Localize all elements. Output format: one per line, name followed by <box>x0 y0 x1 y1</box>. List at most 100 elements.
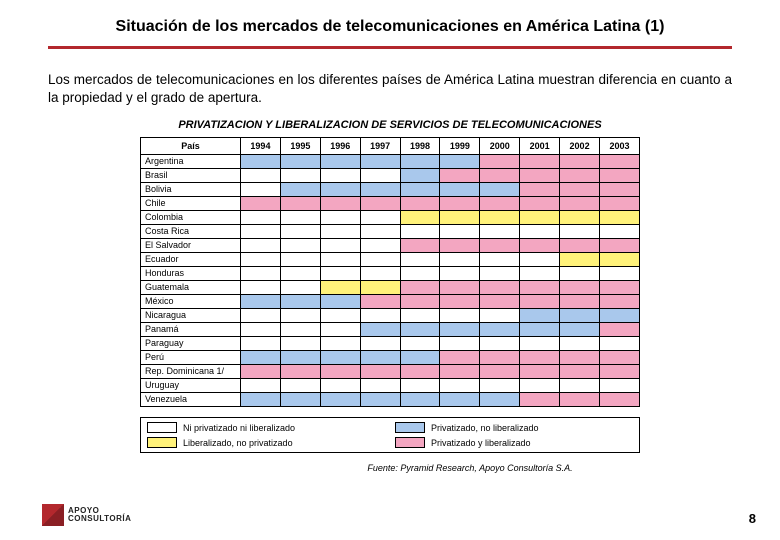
table-row: Costa Rica <box>141 225 640 239</box>
status-cell <box>600 309 640 323</box>
status-cell <box>360 225 400 239</box>
status-cell <box>400 337 440 351</box>
status-cell <box>560 183 600 197</box>
status-cell <box>400 379 440 393</box>
status-cell <box>560 351 600 365</box>
table-row: Colombia <box>141 211 640 225</box>
country-cell: Uruguay <box>141 379 241 393</box>
status-cell <box>520 197 560 211</box>
status-cell <box>520 211 560 225</box>
brand-logo-text: APOYO CONSULTORÍA <box>68 507 131 523</box>
table-row: Paraguay <box>141 337 640 351</box>
status-cell <box>400 281 440 295</box>
col-header-year: 1994 <box>241 138 281 155</box>
status-cell <box>360 393 400 407</box>
status-cell <box>520 225 560 239</box>
table-row: México <box>141 295 640 309</box>
table-row: Guatemala <box>141 281 640 295</box>
status-cell <box>520 323 560 337</box>
status-cell <box>600 267 640 281</box>
table-row: Rep. Dominicana 1/ <box>141 365 640 379</box>
status-cell <box>520 379 560 393</box>
status-cell <box>560 393 600 407</box>
status-cell <box>360 365 400 379</box>
status-cell <box>360 379 400 393</box>
status-cell <box>560 197 600 211</box>
legend-item: Ni privatizado ni liberalizado <box>147 422 385 433</box>
status-cell <box>280 323 320 337</box>
status-cell <box>320 351 360 365</box>
status-cell <box>440 197 480 211</box>
status-cell <box>600 295 640 309</box>
status-cell <box>480 211 520 225</box>
status-cell <box>440 267 480 281</box>
table-row: El Salvador <box>141 239 640 253</box>
brand-logo-mark <box>42 504 64 526</box>
status-cell <box>360 183 400 197</box>
status-cell <box>480 253 520 267</box>
status-cell <box>520 169 560 183</box>
table-row: Chile <box>141 197 640 211</box>
status-cell <box>520 295 560 309</box>
table-row: Venezuela <box>141 393 640 407</box>
status-cell <box>600 337 640 351</box>
status-cell <box>480 323 520 337</box>
status-cell <box>360 267 400 281</box>
status-cell <box>360 337 400 351</box>
status-cell <box>280 393 320 407</box>
status-cell <box>400 183 440 197</box>
status-cell <box>280 281 320 295</box>
status-cell <box>560 267 600 281</box>
status-cell <box>560 295 600 309</box>
status-cell <box>600 197 640 211</box>
status-cell <box>241 239 281 253</box>
status-cell <box>320 393 360 407</box>
col-header-year: 1995 <box>280 138 320 155</box>
status-cell <box>600 211 640 225</box>
status-cell <box>320 379 360 393</box>
status-cell <box>320 155 360 169</box>
status-cell <box>600 379 640 393</box>
status-cell <box>241 267 281 281</box>
status-cell <box>280 337 320 351</box>
country-cell: Bolivia <box>141 183 241 197</box>
status-cell <box>241 281 281 295</box>
chart-container: PRIVATIZACION Y LIBERALIZACION DE SERVIC… <box>140 119 640 453</box>
status-cell <box>600 393 640 407</box>
status-cell <box>360 323 400 337</box>
col-header-year: 1998 <box>400 138 440 155</box>
status-cell <box>520 267 560 281</box>
status-cell <box>520 183 560 197</box>
status-cell <box>241 211 281 225</box>
status-cell <box>440 309 480 323</box>
legend-label: Privatizado y liberalizado <box>431 438 531 448</box>
status-cell <box>280 379 320 393</box>
table-row: Argentina <box>141 155 640 169</box>
status-cell <box>480 309 520 323</box>
status-cell <box>400 323 440 337</box>
status-cell <box>480 169 520 183</box>
country-cell: Honduras <box>141 267 241 281</box>
status-cell <box>560 309 600 323</box>
col-header-year: 1997 <box>360 138 400 155</box>
status-cell <box>320 365 360 379</box>
table-row: Bolivia <box>141 183 640 197</box>
status-cell <box>241 337 281 351</box>
status-cell <box>480 183 520 197</box>
status-cell <box>320 183 360 197</box>
status-cell <box>560 337 600 351</box>
status-cell <box>320 267 360 281</box>
status-cell <box>241 351 281 365</box>
status-cell <box>241 183 281 197</box>
status-cell <box>280 183 320 197</box>
status-cell <box>241 225 281 239</box>
legend-swatch <box>147 422 177 433</box>
status-cell <box>280 197 320 211</box>
status-cell <box>280 239 320 253</box>
status-cell <box>560 225 600 239</box>
status-cell <box>320 197 360 211</box>
status-cell <box>440 365 480 379</box>
chart-title: PRIVATIZACION Y LIBERALIZACION DE SERVIC… <box>140 119 640 133</box>
status-cell <box>241 393 281 407</box>
status-cell <box>480 267 520 281</box>
